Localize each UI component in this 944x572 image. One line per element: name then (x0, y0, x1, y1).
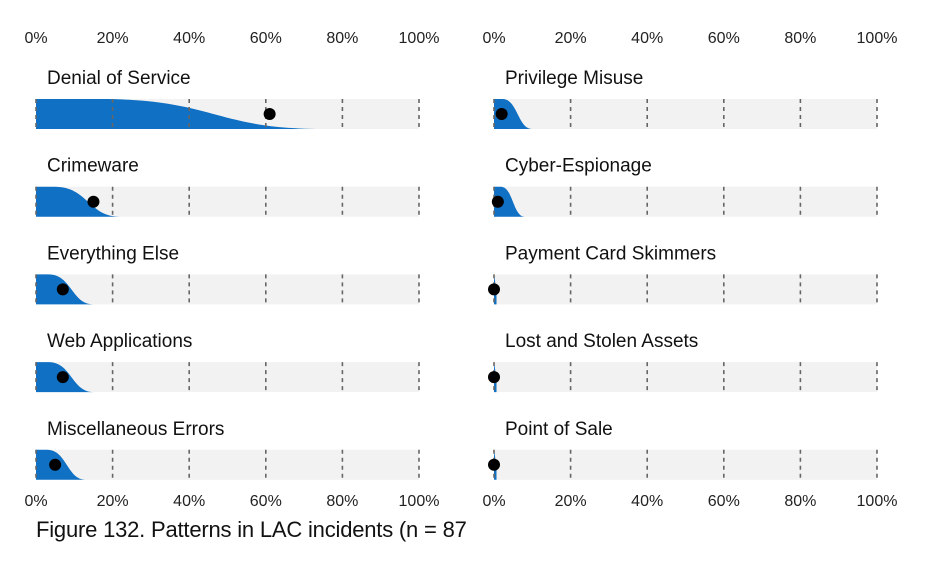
panel-track (494, 99, 877, 129)
x-tick-label-bottom: 80% (326, 493, 358, 510)
panel-title: Everything Else (47, 243, 179, 264)
x-tick-label-top: 100% (399, 30, 440, 47)
distribution-area (36, 99, 324, 129)
panel-track (36, 449, 419, 480)
x-tick-label-bottom: 60% (708, 493, 740, 510)
value-marker (56, 283, 69, 296)
x-tick-label-bottom: 60% (250, 493, 282, 510)
x-tick-label-top: 40% (173, 30, 205, 47)
x-tick-label-bottom: 100% (399, 493, 440, 510)
x-tick-label-bottom: 0% (24, 493, 47, 510)
chart-svg: 0% 0% 20% 20% 40% 40% 60% 60% 80% 80% 100% 100% Deni… (24, 30, 898, 510)
panel-track (494, 362, 877, 393)
value-marker (488, 371, 500, 384)
panel-title: Payment Card Skimmers (505, 243, 716, 264)
x-tick-label-top: 20% (97, 30, 129, 47)
x-tick-label-bottom: 0% (482, 493, 505, 510)
panel-title: Miscellaneous Errors (47, 419, 224, 440)
panel-title: Cyber-Espionage (505, 156, 652, 177)
figure-caption: Figure 132. Patterns in LAC incidents (n… (36, 517, 467, 542)
x-tick-label-top: 40% (631, 30, 663, 47)
x-tick-label-bottom: 100% (857, 493, 898, 510)
x-tick-label-bottom: 80% (784, 493, 816, 510)
value-marker (488, 458, 500, 471)
x-tick-label-bottom: 40% (631, 493, 663, 510)
x-tick-label-top: 80% (326, 30, 358, 47)
x-tick-label-top: 20% (555, 30, 587, 47)
value-marker (56, 371, 69, 384)
x-tick-label-top: 60% (250, 30, 282, 47)
x-tick-label-top: 80% (784, 30, 816, 47)
value-marker (263, 108, 276, 120)
value-marker (87, 195, 100, 208)
distribution-area (494, 99, 533, 129)
panel-title: Lost and Stolen Assets (505, 331, 698, 352)
value-marker (495, 108, 508, 120)
panel-title: Web Applications (47, 331, 192, 352)
x-tick-label-top: 100% (857, 30, 898, 47)
panel-title: Privilege Misuse (505, 68, 643, 89)
distribution-area (36, 186, 121, 217)
value-marker (491, 195, 504, 208)
panel-track (494, 449, 877, 480)
panel-title: Point of Sale (505, 419, 613, 440)
value-marker (488, 283, 500, 296)
panel-title: Denial of Service (47, 68, 191, 89)
x-tick-label-top: 60% (708, 30, 740, 47)
x-tick-label-bottom: 20% (97, 493, 129, 510)
panel-track (36, 362, 419, 393)
x-tick-label-bottom: 20% (555, 493, 587, 510)
panel-track (36, 274, 419, 305)
panel-track (494, 186, 877, 217)
x-tick-label-top: 0% (24, 30, 47, 47)
value-marker (49, 458, 62, 471)
panel-track (494, 274, 877, 305)
panel-title: Crimeware (47, 156, 139, 177)
distribution-area (494, 186, 525, 217)
x-tick-label-top: 0% (482, 30, 505, 47)
x-tick-label-bottom: 40% (173, 493, 205, 510)
